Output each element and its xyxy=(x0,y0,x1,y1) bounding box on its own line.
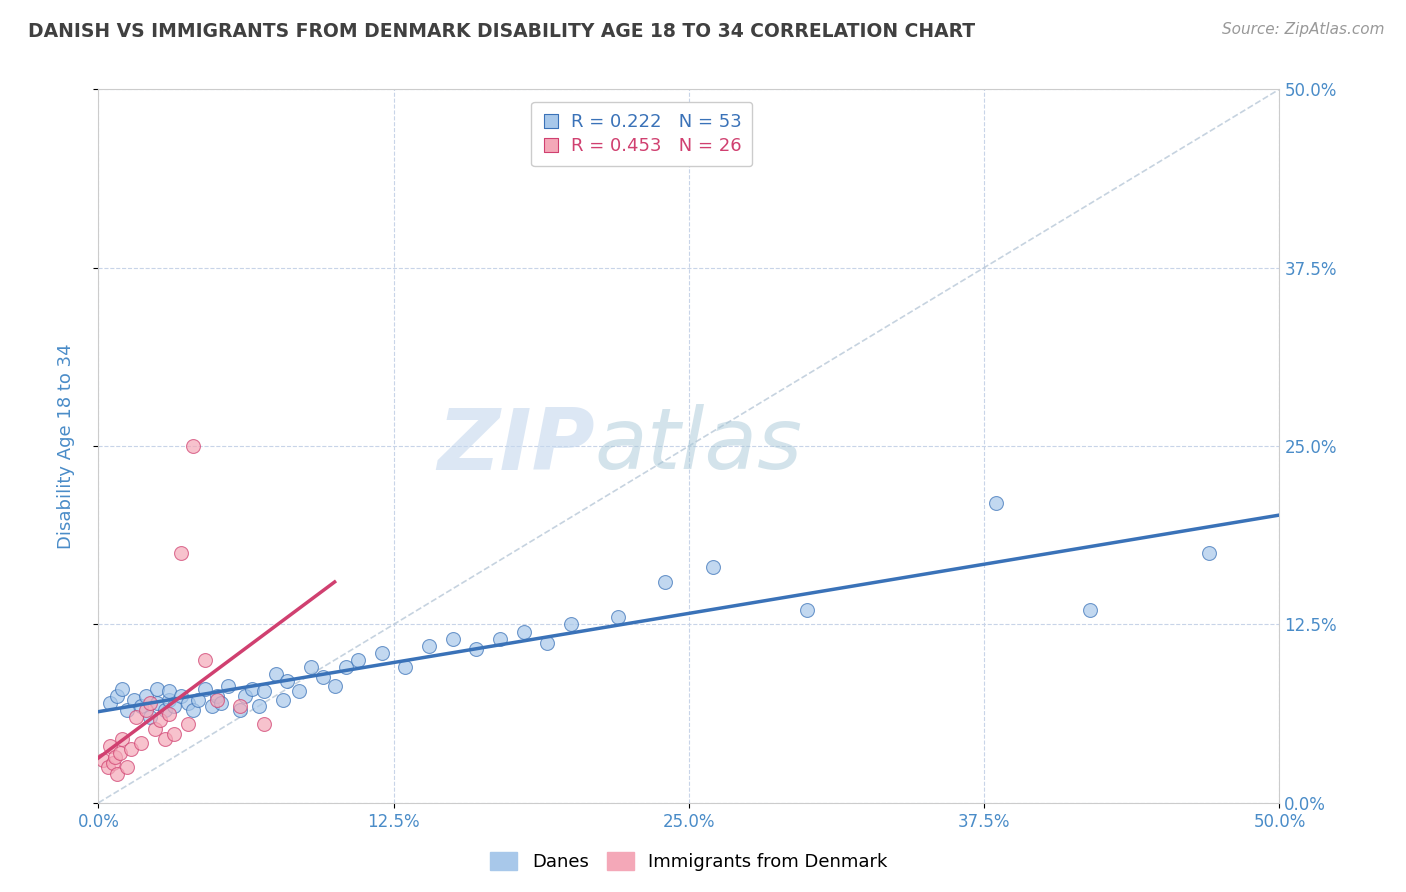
Point xyxy=(146,681,169,696)
Legend: Danes, Immigrants from Denmark: Danes, Immigrants from Denmark xyxy=(484,845,894,879)
Text: atlas: atlas xyxy=(595,404,803,488)
Point xyxy=(233,689,256,703)
Point xyxy=(229,703,252,717)
Y-axis label: Disability Age 18 to 34: Disability Age 18 to 34 xyxy=(56,343,75,549)
Point xyxy=(194,681,217,696)
Point xyxy=(121,741,143,756)
Point xyxy=(129,698,152,713)
Point xyxy=(441,632,464,646)
Point xyxy=(98,739,121,753)
Point xyxy=(153,703,176,717)
Point xyxy=(335,660,357,674)
Point xyxy=(394,660,416,674)
Point xyxy=(177,717,200,731)
Point xyxy=(157,684,180,698)
Point xyxy=(139,710,162,724)
Point xyxy=(209,696,232,710)
Point xyxy=(146,696,169,710)
Point xyxy=(105,767,128,781)
Point xyxy=(607,610,630,624)
Point xyxy=(149,713,172,727)
Text: ZIP: ZIP xyxy=(437,404,595,488)
Point xyxy=(135,703,157,717)
Point xyxy=(271,693,294,707)
Point xyxy=(1198,546,1220,560)
Point xyxy=(240,681,263,696)
Point xyxy=(98,696,121,710)
Point xyxy=(288,684,311,698)
Point xyxy=(135,689,157,703)
Point xyxy=(229,698,252,713)
Point xyxy=(125,710,148,724)
Text: DANISH VS IMMIGRANTS FROM DENMARK DISABILITY AGE 18 TO 34 CORRELATION CHART: DANISH VS IMMIGRANTS FROM DENMARK DISABI… xyxy=(28,22,976,41)
Point xyxy=(122,693,145,707)
Point xyxy=(654,574,676,589)
Point xyxy=(115,703,138,717)
Point xyxy=(347,653,370,667)
Legend: R = 0.222   N = 53, R = 0.453   N = 26: R = 0.222 N = 53, R = 0.453 N = 26 xyxy=(531,102,752,166)
Point xyxy=(217,679,239,693)
Point xyxy=(371,646,394,660)
Point xyxy=(153,731,176,746)
Point xyxy=(111,731,134,746)
Point xyxy=(264,667,287,681)
Point xyxy=(194,653,217,667)
Point xyxy=(299,660,322,674)
Point xyxy=(143,722,166,736)
Point xyxy=(108,746,131,760)
Point xyxy=(201,698,224,713)
Point xyxy=(418,639,440,653)
Point xyxy=(1080,603,1102,617)
Point xyxy=(253,684,276,698)
Point xyxy=(536,636,558,650)
Point xyxy=(129,736,152,750)
Point xyxy=(253,717,276,731)
Point xyxy=(97,760,120,774)
Point xyxy=(157,693,180,707)
Point xyxy=(157,707,180,722)
Point xyxy=(101,756,124,770)
Text: Source: ZipAtlas.com: Source: ZipAtlas.com xyxy=(1222,22,1385,37)
Point xyxy=(247,698,270,713)
Point xyxy=(115,760,138,774)
Point xyxy=(323,679,346,693)
Point xyxy=(984,496,1007,510)
Point xyxy=(205,693,228,707)
Point xyxy=(187,693,209,707)
Point xyxy=(111,681,134,696)
Point xyxy=(104,750,127,764)
Point xyxy=(163,698,186,713)
Point xyxy=(465,641,488,656)
Point xyxy=(489,632,512,646)
Point xyxy=(139,696,162,710)
Point xyxy=(170,546,193,560)
Point xyxy=(181,703,204,717)
Point xyxy=(177,696,200,710)
Point xyxy=(702,560,724,574)
Point xyxy=(163,727,186,741)
Point xyxy=(105,689,128,703)
Point xyxy=(512,624,534,639)
Point xyxy=(312,670,335,684)
Point xyxy=(796,603,818,617)
Point xyxy=(170,689,193,703)
Point xyxy=(91,753,114,767)
Point xyxy=(181,439,204,453)
Point xyxy=(276,674,298,689)
Point xyxy=(205,689,228,703)
Point xyxy=(560,617,582,632)
